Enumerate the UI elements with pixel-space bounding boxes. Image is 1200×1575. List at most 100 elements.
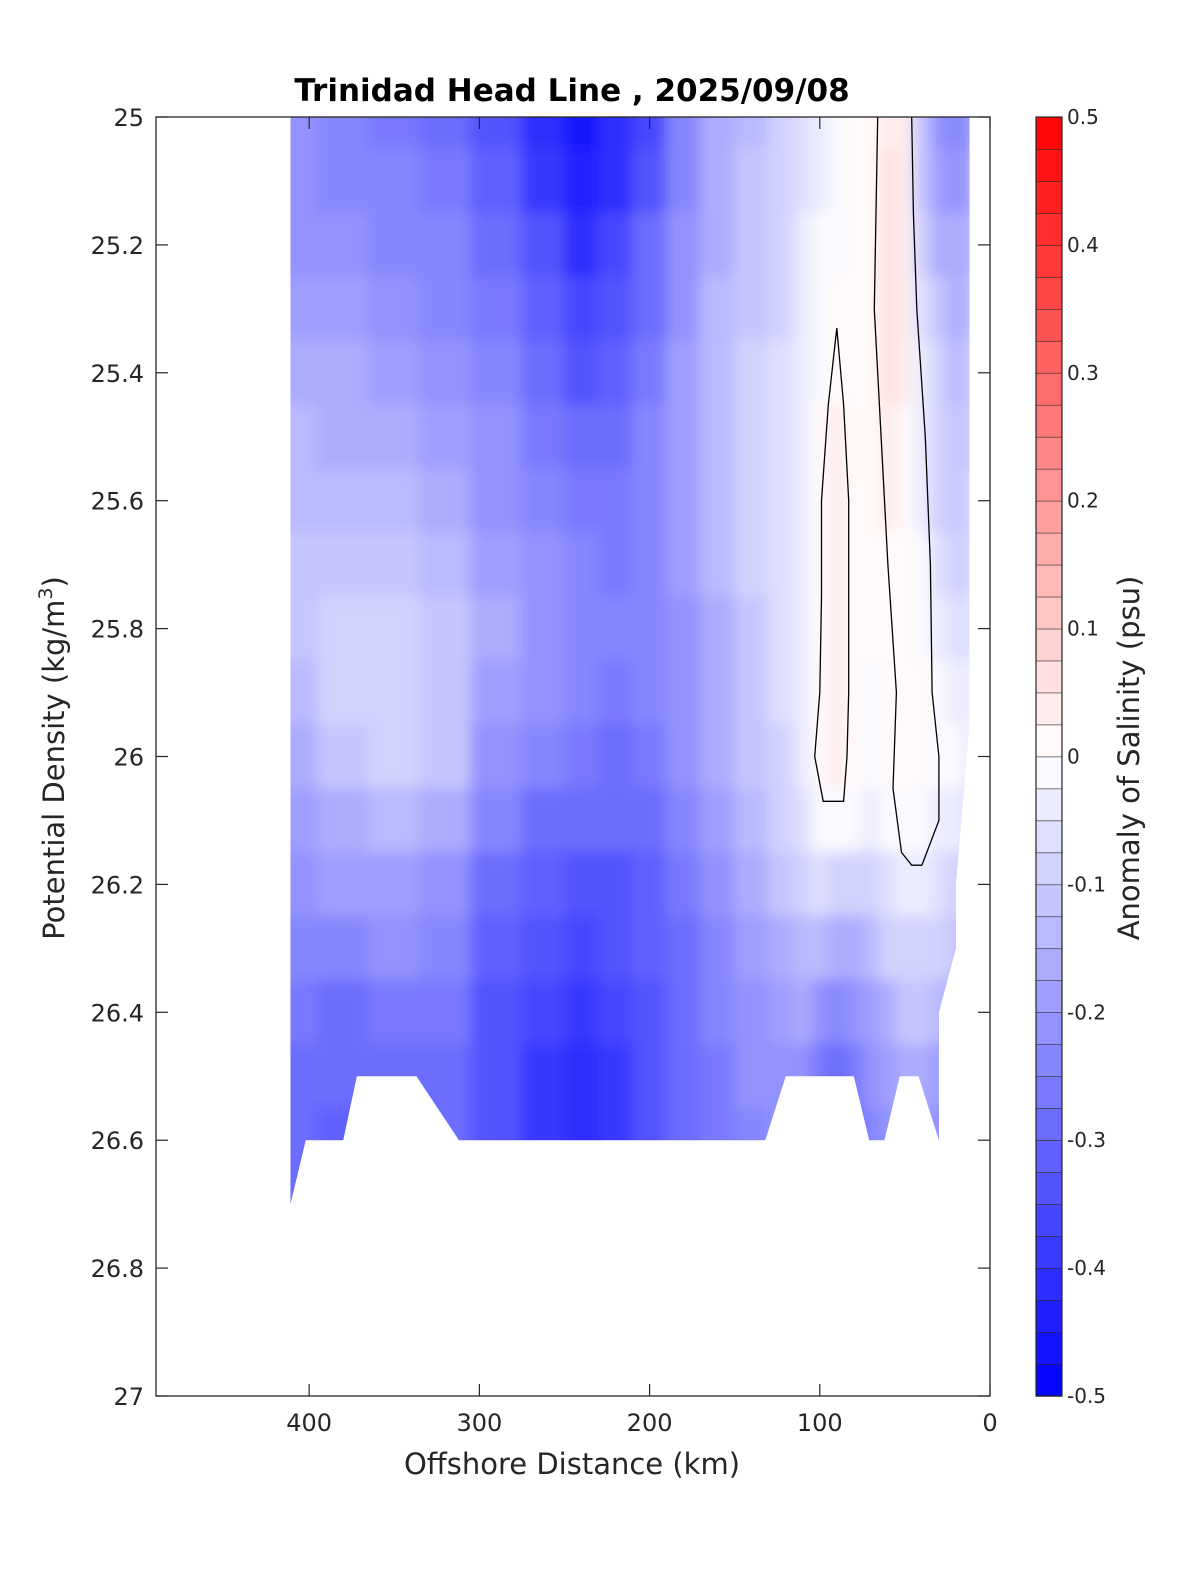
colorbar-step (1035, 1299, 1063, 1333)
field-cell (844, 340, 863, 406)
field-cell (368, 212, 421, 278)
field-cell (700, 851, 736, 917)
field-cell (844, 724, 863, 789)
field-cell (844, 851, 863, 917)
field-cell (632, 340, 668, 406)
field-cell (793, 532, 812, 598)
field-cell (861, 1043, 880, 1109)
field-cell (946, 276, 964, 342)
field-cell (666, 532, 702, 598)
field-cell (827, 276, 846, 342)
field-cell (563, 468, 600, 534)
field-cell (844, 532, 863, 598)
field-cell (368, 596, 421, 662)
field-cell (827, 532, 846, 598)
field-cell (734, 979, 770, 1045)
colorbar-step (1035, 820, 1063, 854)
field-cell (521, 532, 565, 598)
field-cell (810, 148, 829, 214)
field-cell (827, 404, 846, 470)
field-cell (368, 724, 421, 789)
field-cell (793, 979, 812, 1045)
field-cell (861, 148, 880, 214)
x-tick-label: 0 (982, 1409, 997, 1437)
field-cell (734, 787, 770, 853)
colorbar-step (1035, 916, 1063, 950)
field-cell (632, 787, 668, 853)
field-cell (666, 212, 702, 278)
field-cell (912, 340, 931, 406)
field-cell (895, 117, 914, 150)
field-cell (317, 724, 370, 789)
field-cell (878, 276, 897, 342)
field-cell (929, 851, 948, 917)
field-cell (895, 979, 914, 1045)
field-cell (768, 404, 795, 470)
field-cell (861, 915, 880, 981)
field-cell (700, 404, 736, 470)
field-cell (768, 212, 795, 278)
field-cell (666, 724, 702, 789)
field-cell (878, 851, 897, 917)
field-cell (317, 851, 370, 917)
field-cell (598, 979, 634, 1045)
field-cell (521, 1043, 565, 1109)
field-cell (700, 979, 736, 1045)
field-cell (368, 340, 421, 406)
field-cell (946, 596, 964, 662)
colorbar-step (1035, 372, 1063, 406)
field-cell (912, 148, 931, 214)
field-cell (861, 212, 880, 278)
colorbar-step (1035, 244, 1063, 278)
field-cell (861, 276, 880, 342)
field-cell (632, 915, 668, 981)
field-cell (632, 404, 668, 470)
field-cell (419, 660, 472, 726)
field-cell (419, 404, 472, 470)
field-cell (563, 1043, 600, 1109)
field-cell (317, 787, 370, 853)
field-cell (419, 724, 472, 789)
field-cell (563, 915, 600, 981)
colorbar-tick-label: 0 (1067, 745, 1080, 769)
field-cell (368, 468, 421, 534)
field-cell (793, 724, 812, 789)
field-cell (700, 148, 736, 214)
colorbar-step (1035, 756, 1063, 790)
field-cell (632, 532, 668, 598)
y-tick-label: 26.8 (91, 1255, 144, 1283)
colorbar-step (1035, 1331, 1063, 1365)
colorbar-step (1035, 948, 1063, 982)
colorbar-step (1035, 1267, 1063, 1301)
field-cell (317, 340, 370, 406)
field-cell (734, 404, 770, 470)
field-cell (929, 596, 948, 662)
field-cell (768, 979, 795, 1045)
field-cell (521, 468, 565, 534)
field-cell (810, 117, 829, 150)
field-cell (810, 340, 829, 406)
field-cell (598, 787, 634, 853)
colorbar-step (1035, 116, 1063, 150)
field-cell (734, 724, 770, 789)
chart-title: Trinidad Head Line , 2025/09/08 (294, 73, 849, 109)
field-cell (895, 276, 914, 342)
field-cell (521, 276, 565, 342)
field-cell (895, 724, 914, 789)
colorbar-step (1035, 980, 1063, 1014)
y-axis: 25 25.2 25.4 25.6 25.8 26 26.2 26.4 26.6 26.8 27 (91, 104, 990, 1411)
field-cell (895, 596, 914, 662)
field-cell (666, 787, 702, 853)
field-cell (317, 660, 370, 726)
field-cell (317, 979, 370, 1045)
colorbar-step (1035, 180, 1063, 214)
field-cell (419, 212, 472, 278)
field-cell (521, 979, 565, 1045)
field-cell (878, 340, 897, 406)
field-cell (946, 117, 964, 150)
field-cell (912, 660, 931, 726)
field-cell (419, 532, 472, 598)
colorbar-tick-label: 0.5 (1067, 105, 1099, 129)
field-cell (598, 596, 634, 662)
